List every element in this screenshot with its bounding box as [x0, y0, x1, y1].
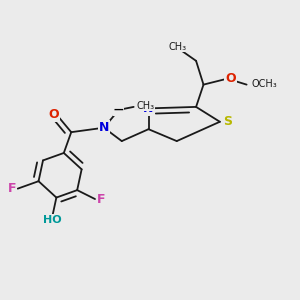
Text: O: O [48, 108, 59, 121]
Text: OCH₃: OCH₃ [251, 79, 277, 89]
Text: F: F [97, 193, 105, 206]
Text: CH₃: CH₃ [136, 101, 155, 111]
Text: S: S [223, 115, 232, 128]
Text: F: F [8, 182, 16, 195]
Text: CH₃: CH₃ [168, 42, 186, 52]
Text: N: N [99, 121, 109, 134]
Text: HO: HO [43, 215, 61, 225]
Text: —: — [114, 105, 124, 115]
Text: N: N [143, 102, 154, 115]
Text: O: O [225, 72, 236, 85]
